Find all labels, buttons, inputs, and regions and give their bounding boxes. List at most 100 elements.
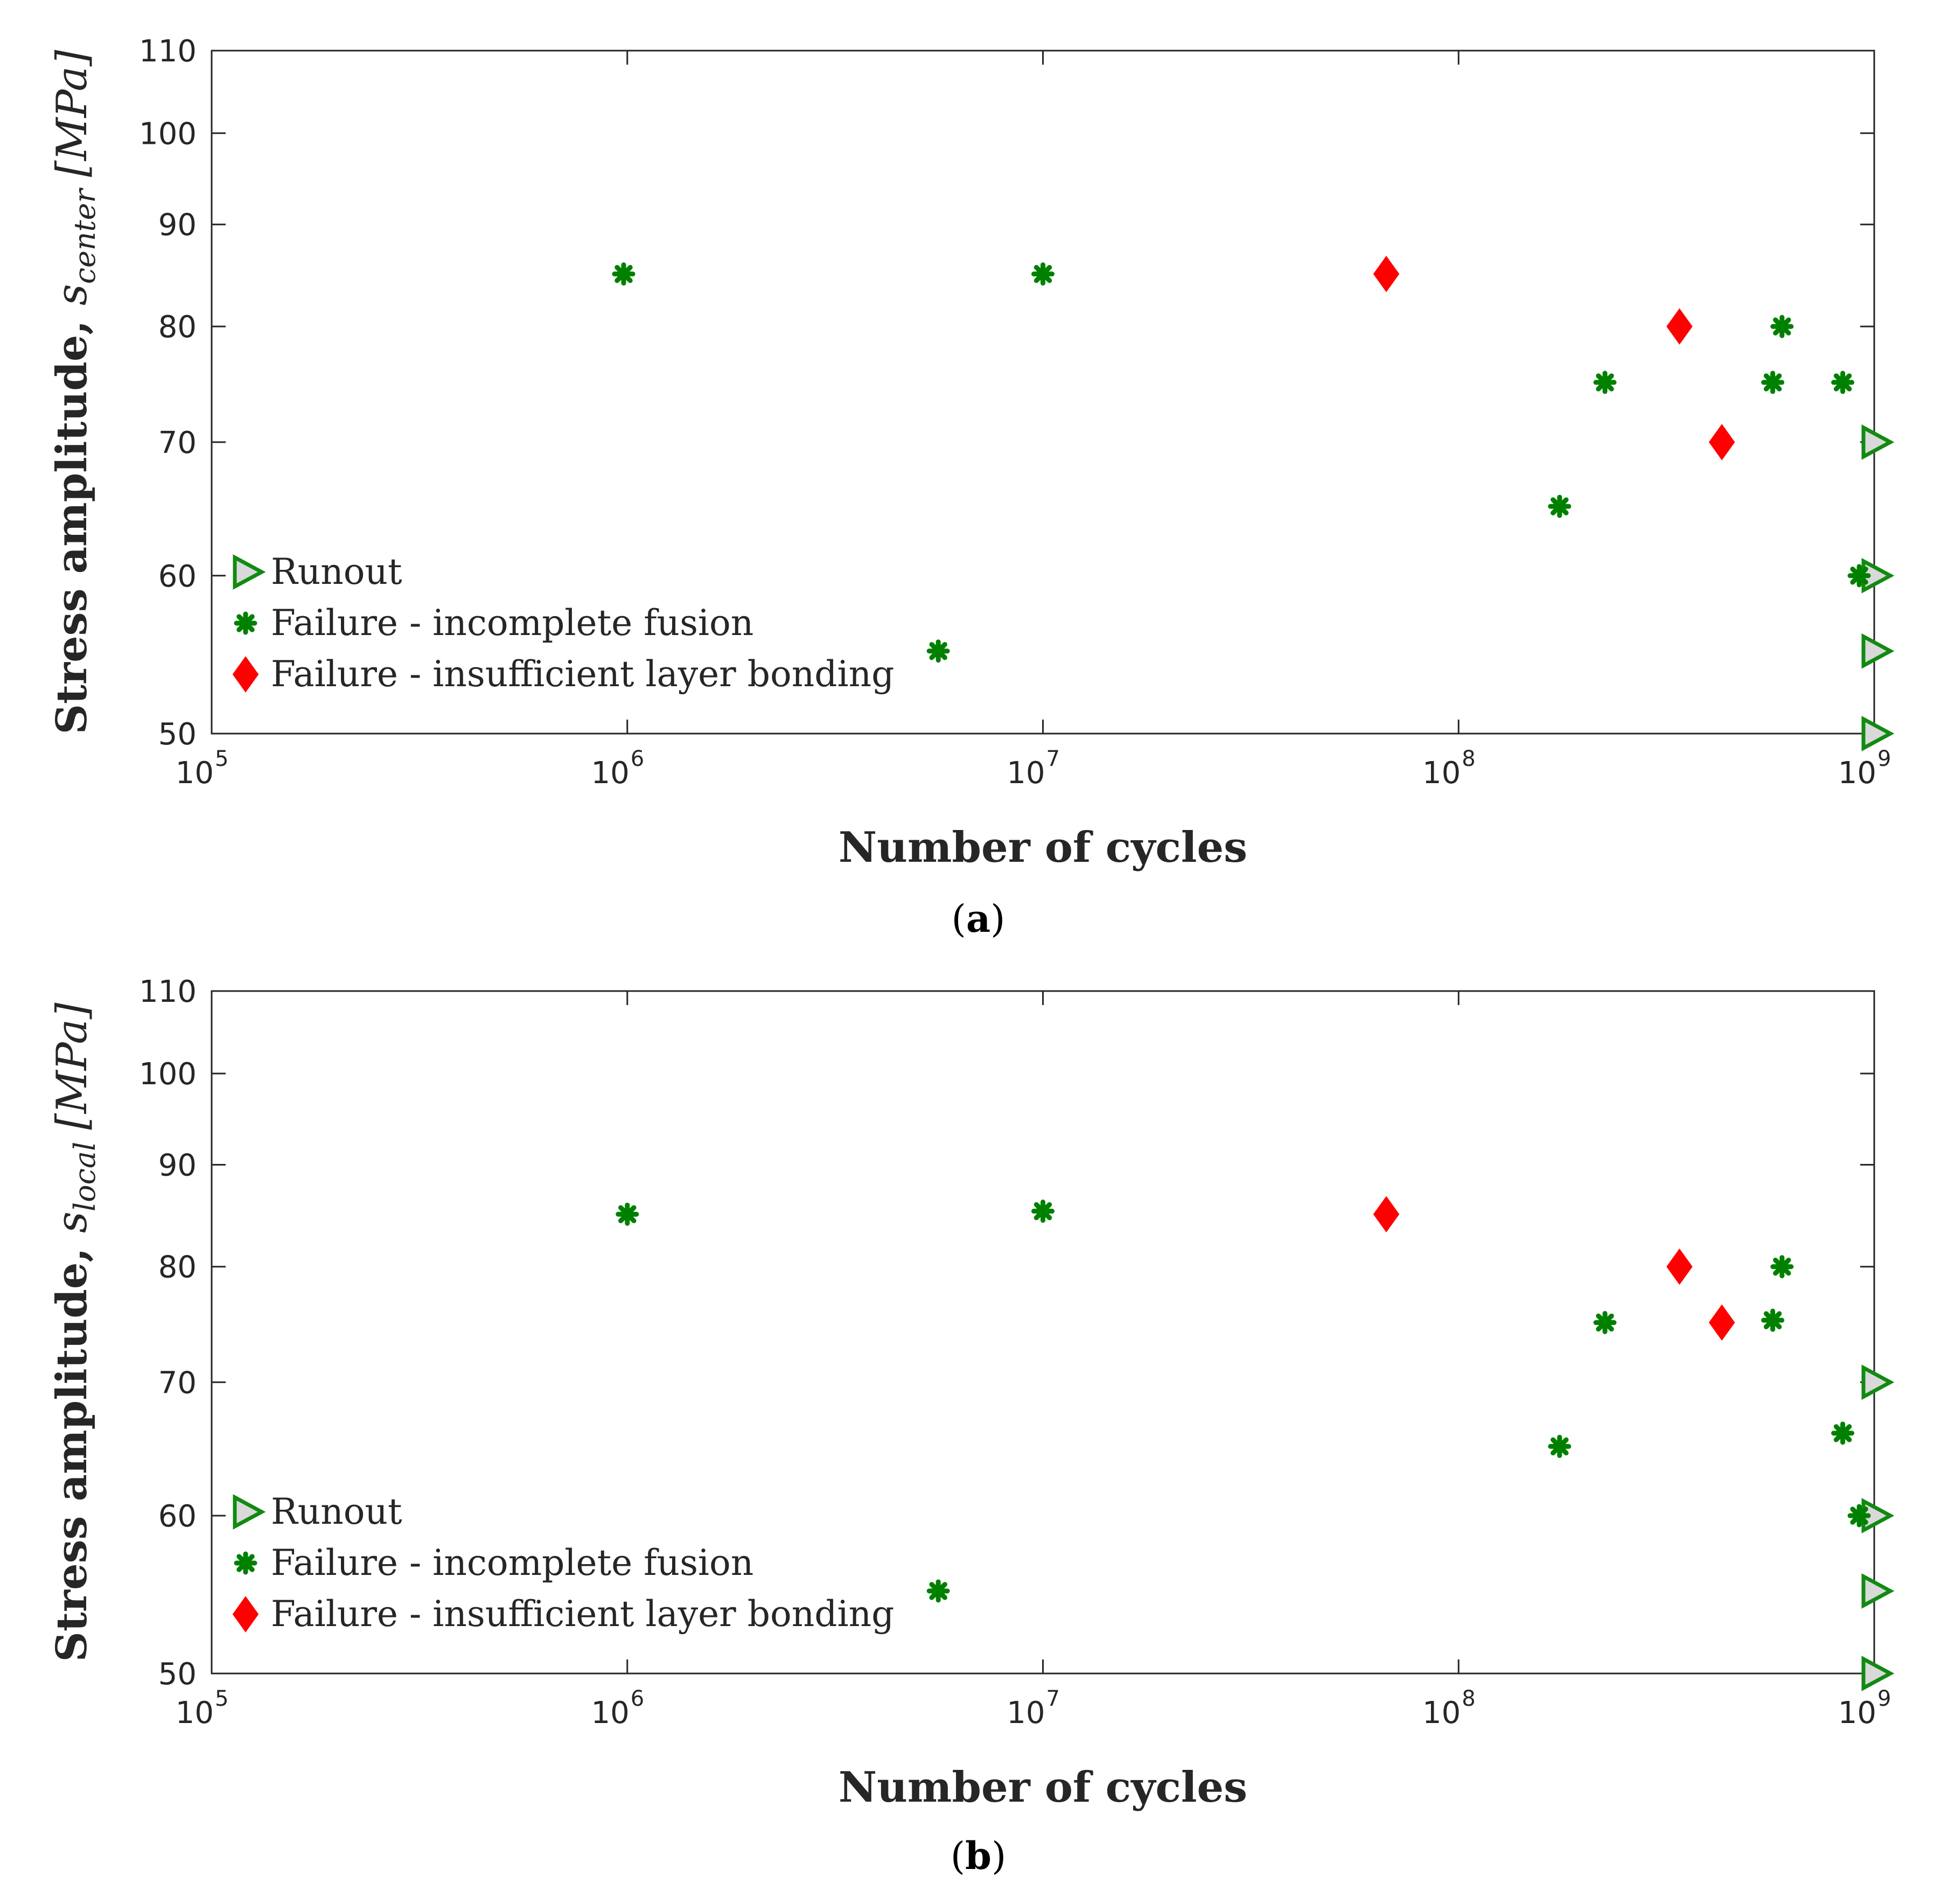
asterisk-stroke <box>1596 373 1614 392</box>
series-triangle-right <box>1861 1364 1895 1691</box>
x-tick-label: 10 7 <box>1007 747 1060 791</box>
failure-fusion-marker <box>1761 371 1785 394</box>
x-tick-exponent: 8 <box>1462 747 1475 771</box>
x-tick-label: 10 7 <box>1007 1686 1060 1731</box>
series-asterisk <box>616 1199 1871 1603</box>
failure-fusion-marker <box>1761 1308 1785 1332</box>
y-tick-label: 100 <box>139 116 197 151</box>
caption-letter: b <box>965 1833 992 1878</box>
x-tick-exponent: 5 <box>215 1686 228 1711</box>
asterisk-stroke <box>1850 567 1868 585</box>
x-tick-exponent: 7 <box>1046 1686 1060 1711</box>
caption-letter: a <box>966 896 990 941</box>
failure-bonding-marker <box>1708 1304 1735 1341</box>
x-tick-base: 10 <box>1422 1696 1461 1731</box>
asterisk-stroke <box>615 264 633 283</box>
y-axis-label-text: Stress amplitude, <box>47 305 96 734</box>
asterisk-stroke <box>236 1554 255 1572</box>
x-tick-label: 10 9 <box>1838 1686 1891 1731</box>
y-tick-label: 80 <box>158 310 197 345</box>
asterisk-stroke <box>1773 1257 1791 1276</box>
x-tick-base: 10 <box>591 756 629 791</box>
y-tick-label: 80 <box>158 1250 197 1285</box>
failure-bonding-marker <box>1373 1196 1400 1233</box>
y-axis-label: Stress amplitude, scenter [MPa] <box>47 50 102 734</box>
runout-marker <box>1861 633 1895 669</box>
y-tick-label: 70 <box>158 1365 197 1400</box>
failure-fusion-marker <box>1548 494 1572 518</box>
runout-marker <box>1861 424 1895 460</box>
y-tick-label: 70 <box>158 426 197 461</box>
x-tick-exponent: 9 <box>1877 1686 1891 1711</box>
failure-fusion-marker <box>1548 1434 1572 1458</box>
y-axis-label: Stress amplitude, slocal [MPa] <box>47 1002 102 1662</box>
failure-bonding-marker <box>1373 255 1400 292</box>
x-tick-label: 10 5 <box>176 747 229 791</box>
y-axis-label-variable: s <box>48 1211 96 1233</box>
runout-marker <box>1861 1573 1895 1609</box>
failure-fusion-marker <box>1847 1504 1871 1528</box>
failure-fusion-marker <box>1031 1199 1055 1223</box>
legend-label: Failure - incomplete fusion <box>271 602 753 644</box>
x-tick-label: 10 5 <box>176 1686 229 1731</box>
panel-caption: (b) <box>951 1833 1007 1878</box>
x-tick-label: 10 8 <box>1422 747 1476 791</box>
failure-fusion-marker <box>612 262 636 286</box>
failure-fusion-marker <box>1593 371 1617 394</box>
caption-close: ) <box>990 897 1005 941</box>
legend-item: Runout <box>233 551 402 592</box>
x-tick-base: 10 <box>1422 756 1461 791</box>
x-tick-label: 10 6 <box>591 1686 644 1731</box>
failure-fusion-marker <box>234 611 257 635</box>
series-asterisk <box>612 262 1871 663</box>
failure-bonding-marker <box>232 656 259 693</box>
failure-fusion-marker <box>926 1579 950 1603</box>
y-axis-label-unit: [MPa] <box>48 1002 96 1130</box>
asterisk-stroke <box>1763 1311 1782 1329</box>
y-tick-label: 100 <box>139 1057 197 1092</box>
failure-fusion-marker <box>1831 371 1855 394</box>
series-triangle-right <box>1861 424 1895 751</box>
x-axis-label: Number of cycles <box>839 823 1247 872</box>
legend: Runout Failure - incomplete fusion Failure… <box>232 1491 894 1635</box>
runout-marker <box>1861 1656 1895 1691</box>
y-tick-label: 60 <box>158 1499 197 1534</box>
caption-close: ) <box>992 1834 1006 1878</box>
asterisk-stroke <box>1763 373 1782 392</box>
x-tick-label: 10 6 <box>591 747 644 791</box>
legend: Runout Failure - incomplete fusion Failure… <box>232 551 894 695</box>
y-tick-label: 110 <box>139 974 197 1009</box>
legend-item: Failure - incomplete fusion <box>234 1542 753 1584</box>
x-tick-exponent: 9 <box>1877 747 1891 771</box>
asterisk-stroke <box>1833 373 1852 392</box>
failure-fusion-marker <box>926 639 950 663</box>
y-tick-label: 90 <box>158 208 197 243</box>
x-axis-label: Number of cycles <box>839 1763 1247 1812</box>
legend-item: Runout <box>233 1491 402 1532</box>
failure-fusion-marker <box>616 1202 639 1226</box>
asterisk-stroke <box>1773 317 1791 336</box>
asterisk-stroke <box>929 641 947 660</box>
x-tick-base: 10 <box>1838 1696 1876 1731</box>
x-tick-base: 10 <box>591 1696 629 1731</box>
asterisk-stroke <box>1551 1437 1569 1456</box>
failure-fusion-marker <box>1031 262 1055 286</box>
y-tick-label: 110 <box>139 34 197 69</box>
legend-item: Failure - insufficient layer bonding <box>232 653 894 695</box>
failure-bonding-marker <box>232 1596 259 1633</box>
failure-fusion-marker <box>1831 1421 1855 1445</box>
x-tick-exponent: 6 <box>631 1686 644 1711</box>
y-axis-label-text: Stress amplitude, <box>47 1233 96 1662</box>
x-tick-exponent: 8 <box>1462 1686 1475 1711</box>
legend-label: Failure - insufficient layer bonding <box>271 1593 894 1635</box>
x-tick-base: 10 <box>176 1696 214 1731</box>
runout-marker <box>1861 1364 1895 1400</box>
legend-item: Failure - insufficient layer bonding <box>232 1593 894 1635</box>
legend-label: Failure - insufficient layer bonding <box>271 653 894 695</box>
x-tick-exponent: 5 <box>215 747 228 771</box>
x-tick-label: 10 8 <box>1422 1686 1476 1731</box>
runout-marker <box>1861 716 1895 751</box>
